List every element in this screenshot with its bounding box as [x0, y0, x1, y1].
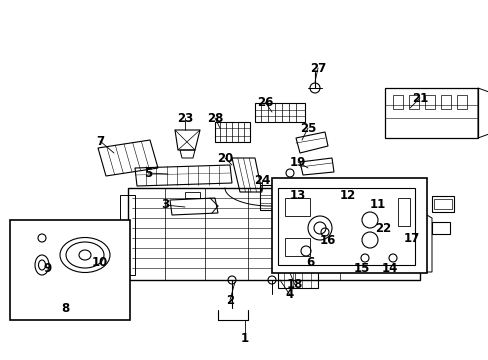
Text: 18: 18: [286, 279, 303, 292]
Text: 26: 26: [256, 95, 273, 108]
Text: 2: 2: [225, 293, 234, 306]
Bar: [397, 198, 409, 226]
Text: 16: 16: [319, 234, 336, 247]
Text: 12: 12: [339, 189, 355, 202]
Bar: [433, 199, 451, 209]
Text: 6: 6: [305, 256, 313, 269]
Text: 21: 21: [411, 91, 427, 104]
Text: 28: 28: [206, 112, 223, 125]
Text: 13: 13: [289, 189, 305, 202]
Text: 7: 7: [96, 135, 104, 148]
Text: 24: 24: [253, 174, 270, 186]
Text: 23: 23: [177, 112, 193, 125]
Bar: [10, 220, 130, 320]
Text: 20: 20: [217, 152, 233, 165]
Bar: [440, 95, 450, 109]
Bar: [271, 178, 426, 273]
Bar: [424, 95, 434, 109]
Bar: [431, 222, 449, 234]
Text: 22: 22: [374, 221, 390, 234]
Text: 15: 15: [353, 261, 369, 274]
Bar: [285, 198, 309, 216]
Text: 3: 3: [161, 198, 169, 211]
Text: 17: 17: [403, 231, 419, 244]
Bar: [408, 95, 418, 109]
Bar: [431, 196, 453, 212]
Bar: [456, 95, 466, 109]
Text: 4: 4: [285, 288, 293, 302]
Text: 27: 27: [309, 62, 325, 75]
Bar: [392, 95, 402, 109]
Text: 25: 25: [299, 122, 316, 135]
Text: 8: 8: [61, 302, 69, 315]
Text: 1: 1: [241, 332, 248, 345]
Text: 19: 19: [289, 156, 305, 168]
Text: 14: 14: [381, 261, 397, 274]
Text: 11: 11: [369, 198, 386, 211]
Text: 9: 9: [44, 261, 52, 274]
Text: 10: 10: [92, 256, 108, 269]
Bar: [285, 238, 309, 256]
Text: 5: 5: [143, 166, 152, 180]
